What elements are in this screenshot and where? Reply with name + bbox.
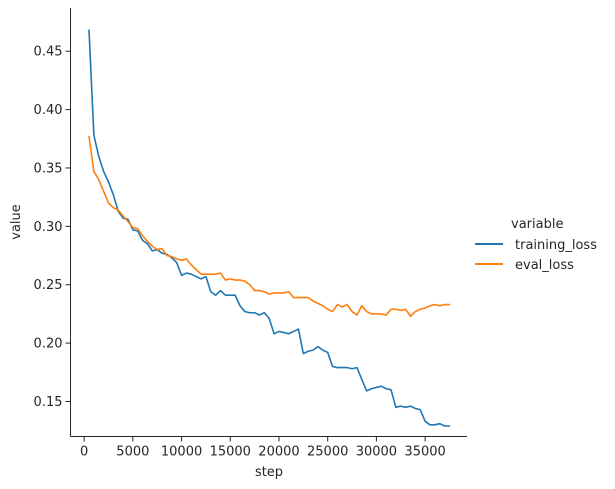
x-tick-label: 30000 (356, 445, 397, 460)
y-tick-label: 0.35 (34, 161, 63, 176)
y-tick-label: 0.30 (34, 220, 63, 235)
y-axis-ticks: 0.15 0.20 0.25 0.30 0.35 0.40 0.45 (34, 45, 71, 410)
x-axis-ticks: 0 5000 10000 15000 20000 25000 30000 35000 (80, 436, 446, 460)
x-tick-label: 20000 (258, 445, 299, 460)
series-line-eval-loss (88, 135, 451, 318)
series-lines (88, 29, 451, 427)
y-tick-label: 0.25 (34, 278, 63, 293)
y-axis-label: value (9, 204, 24, 240)
series-line-training-loss (88, 29, 451, 427)
legend: variable training_loss eval_loss (475, 217, 597, 273)
y-tick-label: 0.45 (34, 45, 63, 60)
x-tick-label: 5000 (116, 445, 149, 460)
x-axis-label: step (255, 465, 283, 480)
x-tick-label: 25000 (307, 445, 348, 460)
legend-label-training-loss: training_loss (515, 238, 597, 253)
legend-label-eval-loss: eval_loss (515, 258, 574, 273)
y-tick-label: 0.15 (34, 395, 63, 410)
x-tick-label: 15000 (210, 445, 251, 460)
x-tick-label: 10000 (161, 445, 202, 460)
y-tick-label: 0.40 (34, 103, 63, 118)
legend-title: variable (511, 217, 563, 232)
y-tick-label: 0.20 (34, 337, 63, 352)
x-tick-label: 35000 (404, 445, 445, 460)
x-tick-label: 0 (80, 445, 88, 460)
